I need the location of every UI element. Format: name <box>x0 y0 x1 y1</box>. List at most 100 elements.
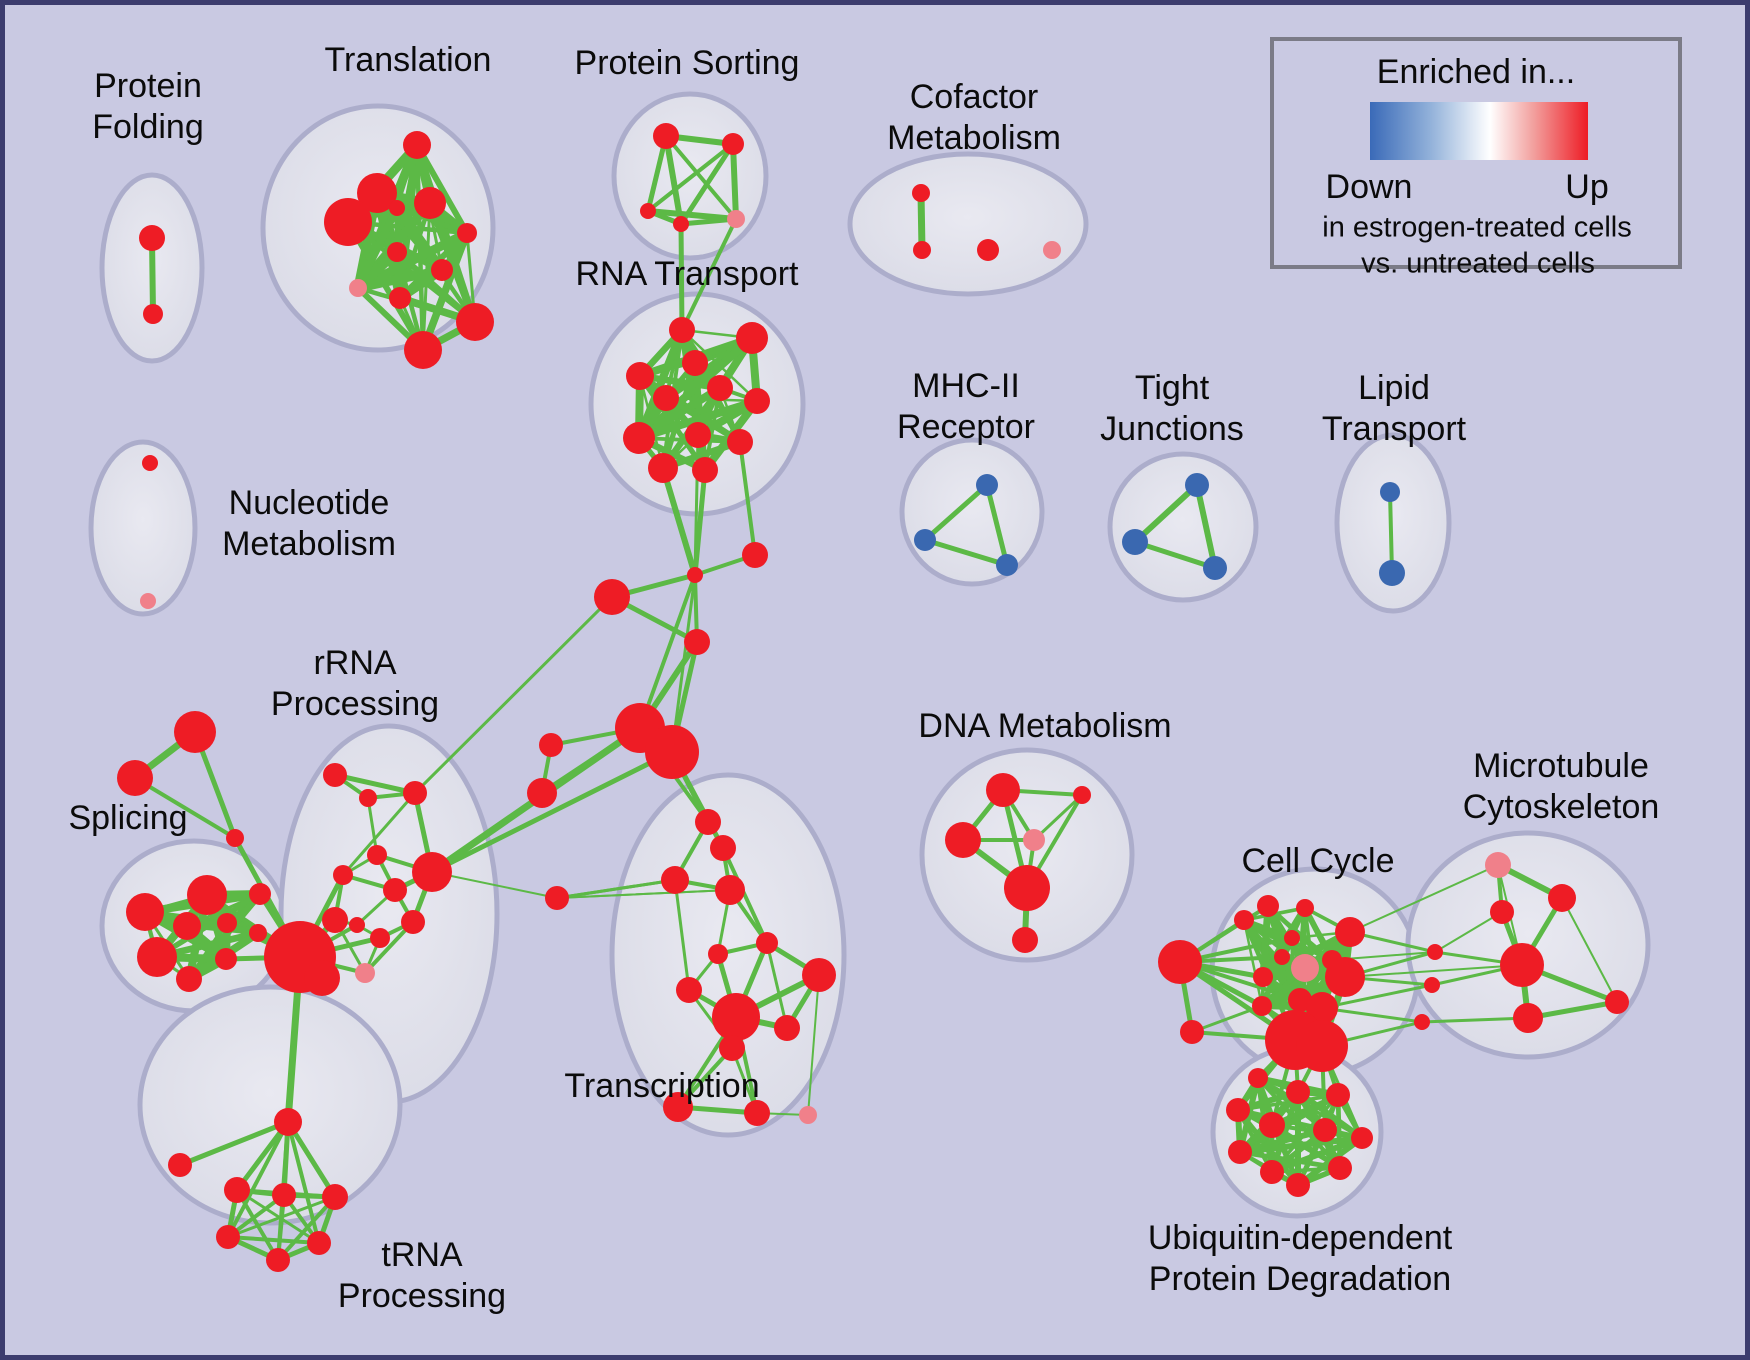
edge <box>638 573 697 730</box>
geneset-node-red <box>143 304 163 324</box>
geneset-node-pink <box>727 210 745 228</box>
geneset-node-red <box>802 958 836 992</box>
geneset-node-red <box>545 886 569 910</box>
geneset-node-red <box>1427 944 1443 960</box>
geneset-node-red <box>708 944 728 964</box>
cluster-label-lt: Transport <box>1322 410 1467 448</box>
geneset-node-blue <box>1379 560 1405 586</box>
legend: Enriched in... Down Up in estrogen-treat… <box>1270 37 1682 280</box>
geneset-node-red <box>945 822 981 858</box>
edge <box>226 1120 290 1239</box>
geneset-node-red <box>1325 957 1365 997</box>
edge <box>807 974 820 1116</box>
geneset-node-red <box>648 453 678 483</box>
edge <box>664 134 738 221</box>
geneset-node-red <box>403 131 431 159</box>
edge <box>664 396 759 403</box>
edge <box>1344 964 1523 978</box>
cluster-ellipse-nm <box>88 439 198 617</box>
cluster-label-lt: Lipid <box>1358 369 1430 407</box>
geneset-node-red <box>1548 884 1576 912</box>
geneset-node-red <box>1286 1080 1310 1104</box>
geneset-node-red <box>744 388 770 414</box>
geneset-node-red <box>249 883 271 905</box>
geneset-node-red <box>707 375 733 401</box>
geneset-node-red <box>712 993 760 1041</box>
geneset-node-red <box>387 242 407 262</box>
edge <box>635 397 761 442</box>
edge <box>1525 999 1620 1021</box>
geneset-node-red <box>1257 895 1279 917</box>
edge <box>1349 864 1499 933</box>
edge <box>678 221 685 333</box>
geneset-node-red <box>1296 1020 1348 1072</box>
edge <box>1320 983 1434 1010</box>
edge <box>922 482 990 543</box>
edge <box>693 433 700 577</box>
cluster-label-dm: DNA Metabolism <box>918 707 1171 745</box>
geneset-node-red <box>1253 967 1273 987</box>
geneset-node-red <box>1313 1118 1337 1142</box>
geneset-node-red <box>412 852 452 892</box>
geneset-node-red <box>722 133 744 155</box>
geneset-node-red <box>756 932 778 954</box>
cluster-label-sp: Splicing <box>68 799 187 837</box>
edge <box>234 1119 291 1193</box>
cluster-label-ps: Protein Sorting <box>575 44 800 82</box>
geneset-node-red <box>684 629 710 655</box>
edge <box>1269 1135 1365 1175</box>
edge <box>1561 897 1618 1003</box>
geneset-node-red <box>1284 930 1300 946</box>
geneset-node-red <box>323 763 347 787</box>
geneset-node-red <box>1326 1083 1350 1107</box>
geneset-node-red <box>389 200 405 216</box>
geneset-node-red <box>1288 988 1312 1012</box>
geneset-node-red <box>307 1231 331 1255</box>
edge <box>646 142 735 213</box>
edge <box>1132 539 1218 571</box>
edge <box>738 440 757 557</box>
geneset-node-red <box>727 429 753 455</box>
geneset-node-red <box>1226 1098 1250 1122</box>
geneset-node-red <box>117 760 153 796</box>
edge <box>673 878 691 992</box>
edge <box>1132 482 1200 545</box>
geneset-node-red <box>322 1184 348 1210</box>
geneset-node-blue <box>1122 529 1148 555</box>
geneset-node-red <box>539 733 563 757</box>
geneset-node-red <box>682 350 708 376</box>
edge <box>678 141 736 227</box>
geneset-node-red <box>774 1015 800 1041</box>
edge <box>721 846 769 945</box>
geneset-node-red <box>626 362 654 390</box>
geneset-node-red <box>736 322 768 354</box>
edge <box>353 228 472 293</box>
edge <box>1320 1006 1424 1024</box>
legend-title: Enriched in... <box>1377 53 1575 91</box>
geneset-node-red <box>742 542 768 568</box>
geneset-node-red <box>1158 940 1202 984</box>
edge <box>678 216 739 227</box>
cluster-label-tn: tRNA <box>381 1236 463 1274</box>
geneset-node-red <box>710 835 736 861</box>
geneset-node-red <box>1286 1173 1310 1197</box>
geneset-node-red <box>527 778 557 808</box>
geneset-node-red <box>1180 1020 1204 1044</box>
cluster-label-tr: Translation <box>325 41 492 79</box>
edge <box>917 189 926 254</box>
edge <box>670 573 697 754</box>
geneset-node-red <box>1073 786 1091 804</box>
geneset-node-red <box>404 331 442 369</box>
edge <box>1190 1004 1264 1034</box>
geneset-node-red <box>913 241 931 259</box>
network-nodes-layer <box>117 123 1629 1272</box>
edge <box>1388 490 1394 575</box>
geneset-node-red <box>168 1153 192 1177</box>
geneset-node-red <box>1252 996 1272 1016</box>
cluster-label-cm: Metabolism <box>887 119 1061 157</box>
cluster-label-rt: RNA Transport <box>576 255 800 293</box>
geneset-node-red <box>1605 990 1629 1014</box>
